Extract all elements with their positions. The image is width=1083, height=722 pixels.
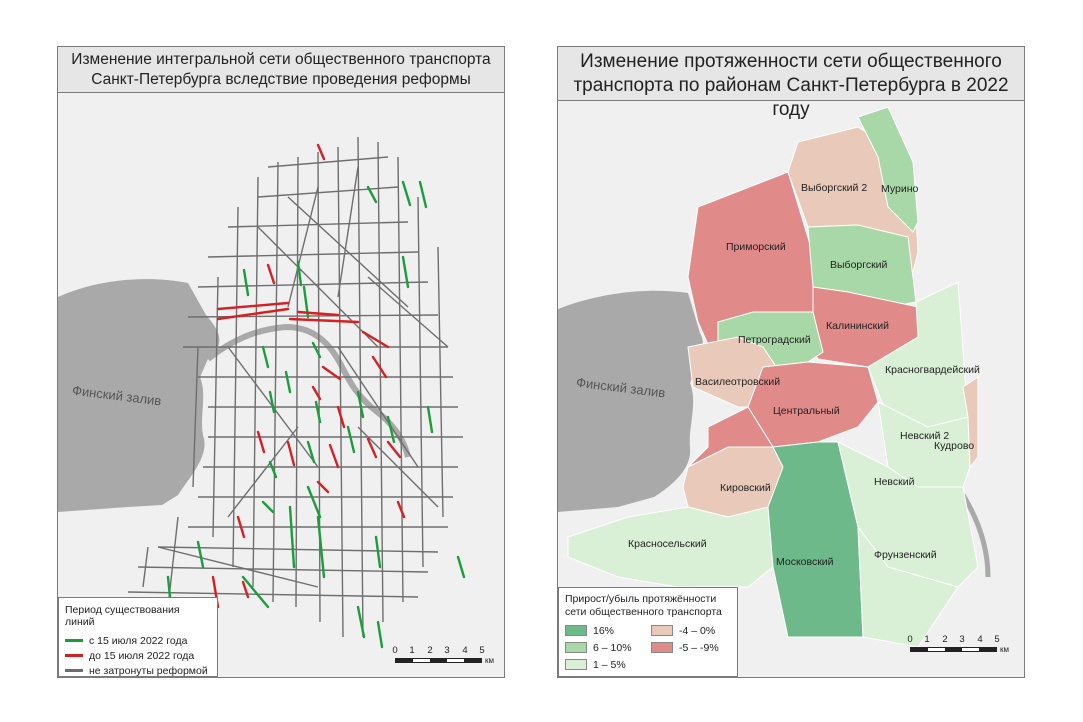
district-central-arm: [687, 406, 774, 468]
scale-bar: 0 1 2 3 4 5 км: [907, 634, 1018, 664]
district-label: Невский 2: [900, 430, 949, 442]
legend-label: 1 – 5%: [593, 658, 626, 671]
scale-tick: 1: [924, 634, 930, 645]
district-label: Красногвардейский: [885, 364, 980, 376]
legend-label: -5 – -9%: [679, 641, 719, 654]
gulf-water: [558, 290, 703, 512]
map-title: Изменение протяженности сети общественно…: [558, 47, 1024, 120]
legend-label: -4 – 0%: [679, 624, 716, 637]
scale-unit: км: [1000, 645, 1009, 654]
scale-tick: 2: [942, 634, 948, 645]
district-label: Мурино: [881, 183, 919, 195]
district-label: Выборгский: [830, 259, 888, 271]
legend-label: 16%: [593, 624, 615, 637]
scale-tick: 3: [959, 634, 965, 645]
district-label: Петроградский: [738, 334, 811, 346]
legend-title-line1: Прирост/убыль протяжённости: [565, 593, 717, 605]
removed-routes: [173, 143, 406, 624]
district-label: Московский: [776, 556, 834, 568]
district-polygons: [567, 106, 979, 648]
map-canvas: Приморский Выборгский 2 Мурино Выборгски…: [558, 47, 1024, 677]
legend-title: Период существования линий: [65, 604, 180, 628]
district-labels: Приморский Выборгский 2 Мурино Выборгски…: [628, 182, 980, 568]
legend-line-red: [65, 654, 83, 657]
legend-item: -5 – -9%: [651, 640, 737, 655]
legend-swatch: [565, 642, 587, 653]
legend-label: с 15 июля 2022 года: [89, 634, 188, 647]
legend-item-unchanged: не затронуты реформой: [65, 663, 211, 677]
district-label: Калининский: [826, 320, 889, 332]
scale-tick: 3: [444, 645, 450, 656]
map-title-line1: Изменение интегральной сети общественног…: [71, 51, 491, 68]
new-routes: [166, 180, 466, 649]
district-frunzensky: [837, 441, 959, 648]
district-label: Кудрово: [934, 440, 974, 452]
scale-tick: 4: [462, 645, 468, 656]
legend-swatch: [565, 659, 587, 670]
legend-label: 6 – 10%: [593, 641, 632, 654]
legend-swatch: [651, 642, 673, 653]
legend-swatch: [565, 625, 587, 636]
district-label: Кировский: [720, 482, 771, 494]
routes-change-map: Изменение интегральной сети общественног…: [57, 46, 505, 678]
map-title-line1: Изменение протяженности сети общественно…: [580, 51, 1002, 72]
map-canvas: [58, 47, 504, 677]
legend-title: Прирост/убыль протяжённости сети обществ…: [565, 593, 731, 619]
scale-tick: 5: [479, 645, 485, 656]
district-label: Невский: [874, 476, 915, 488]
district-label: Василеотровский: [695, 376, 780, 388]
scale-tick: 2: [427, 645, 433, 656]
legend-item: 1 – 5%: [565, 657, 651, 672]
scale-tick: 4: [977, 634, 983, 645]
scale-tick: 0: [907, 634, 913, 645]
legend-title-line2: сети общественного транспорта: [565, 606, 722, 618]
district-label: Красносельский: [628, 538, 707, 550]
legend-item-new: с 15 июля 2022 года: [65, 633, 211, 648]
district-label: Фрунзенский: [874, 549, 937, 561]
legend-item-removed: до 15 июля 2022 года: [65, 648, 211, 663]
scale-tick: 1: [409, 645, 415, 656]
legend-line-grey: [65, 669, 83, 672]
map-title-line2: Санкт-Петербурга вследствие проведения р…: [91, 71, 471, 88]
district-change-map: Изменение протяженности сети общественно…: [557, 46, 1025, 678]
map-legend: Прирост/убыль протяжённости сети обществ…: [558, 587, 738, 677]
legend-swatch: [651, 625, 673, 636]
district-moskovsky: [767, 441, 864, 638]
map-legend: Период существования линий с 15 июля 202…: [58, 597, 218, 677]
map-title: Изменение интегральной сети общественног…: [58, 47, 504, 93]
district-kudrovo: [962, 376, 979, 469]
map-title-line2: транспорта по районам Санкт-Петербурга в…: [573, 75, 1009, 120]
legend-item: -4 – 0%: [651, 623, 737, 638]
district-label: Приморский: [726, 241, 786, 253]
district-label: Выборгский 2: [801, 182, 867, 194]
scale-unit: км: [485, 656, 494, 665]
scale-tick: 0: [392, 645, 398, 656]
district-label: Центральный: [773, 405, 840, 417]
legend-item: 16%: [565, 623, 651, 638]
district-murino: [857, 106, 919, 233]
legend-label: не затронуты реформой: [89, 664, 208, 677]
gulf-water: [58, 279, 220, 512]
legend-line-green: [65, 639, 83, 642]
legend-item: 6 – 10%: [565, 640, 651, 655]
scale-tick: 5: [994, 634, 1000, 645]
scale-bar: 0 1 2 3 4 5 км: [392, 645, 503, 675]
legend-label: до 15 июля 2022 года: [89, 649, 195, 662]
